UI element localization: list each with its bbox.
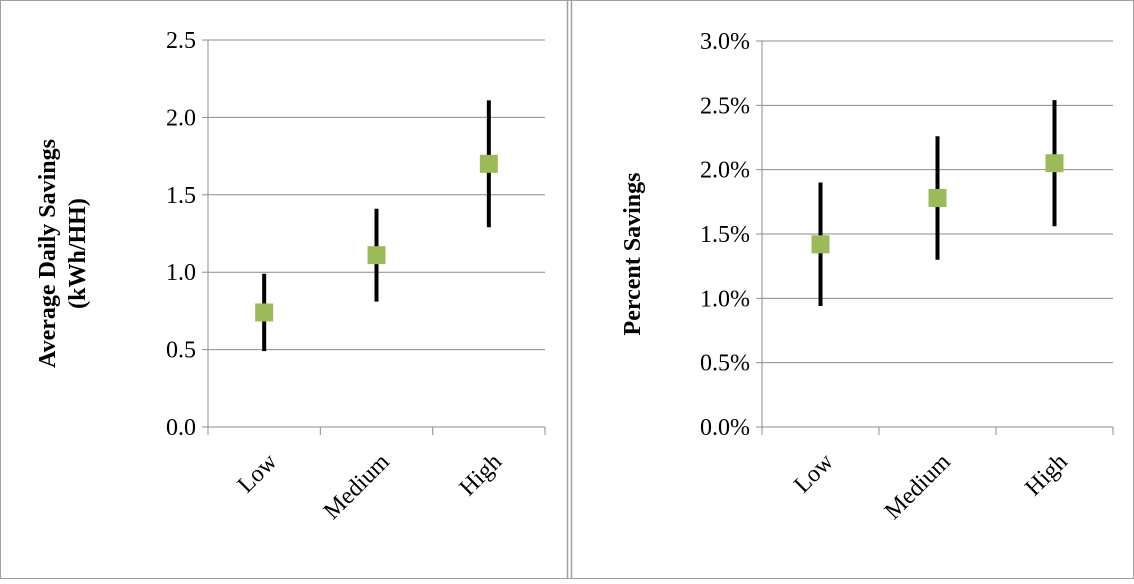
y-tick-label: 2.5 [166, 28, 196, 54]
marker [255, 303, 274, 322]
y-tick-label: 0.5 [166, 338, 196, 364]
marker [479, 154, 498, 173]
y-tick-label: 2.0 [166, 105, 196, 131]
y-tick-label: 1.0% [700, 286, 750, 312]
y-tick-label: 2.0% [700, 158, 750, 184]
marker [367, 246, 386, 265]
y-tick-label: 3.0% [700, 29, 750, 55]
y-tick-label: 1.5 [166, 183, 196, 209]
y-tick-label: 0.0% [700, 415, 750, 441]
marker [1045, 154, 1064, 173]
y-tick-label: 0.0 [166, 415, 196, 441]
y-axis-title: Average Daily Savings [35, 139, 61, 368]
marker [928, 188, 947, 207]
y-tick-label: 2.5% [700, 93, 750, 119]
y-tick-label: 1.0 [166, 260, 196, 286]
y-tick-label: 0.5% [700, 351, 750, 377]
y-tick-label: 1.5% [700, 222, 750, 248]
y-axis-title: Percent Savings [620, 173, 646, 336]
marker [811, 235, 830, 254]
y-axis-title: (kWh/HH) [65, 198, 91, 309]
